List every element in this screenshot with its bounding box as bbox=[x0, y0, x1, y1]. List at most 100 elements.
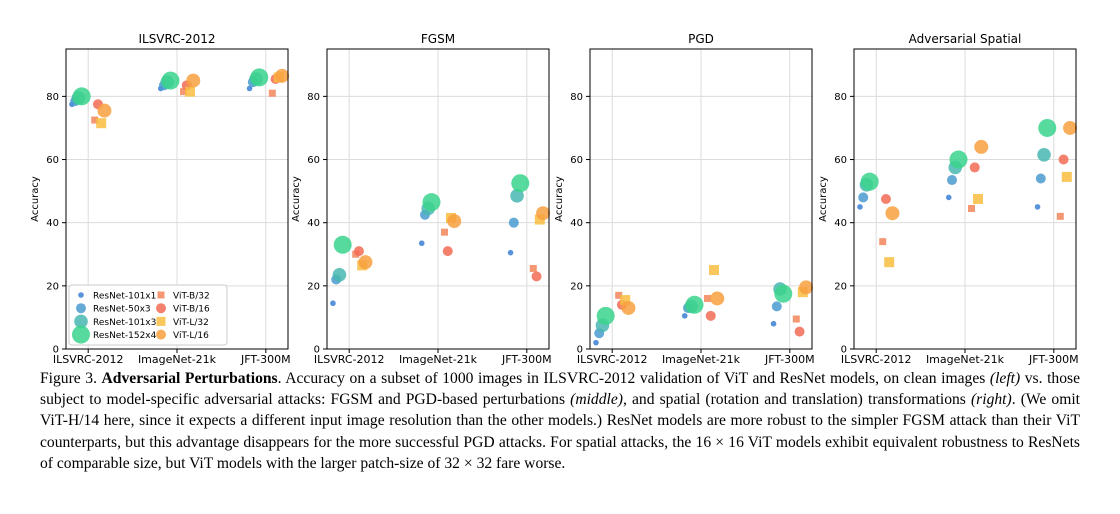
point-resnet-152x4 bbox=[72, 87, 91, 106]
legend-marker bbox=[157, 291, 165, 299]
point-vit-b-32 bbox=[91, 116, 99, 124]
point-resnet-152x4 bbox=[685, 295, 704, 314]
y-tick-label: 60 bbox=[570, 155, 583, 166]
figure-caption: Figure 3. Adversarial Perturbations. Acc… bbox=[40, 368, 1080, 474]
point-vit-l-16 bbox=[186, 73, 201, 88]
panel-2: 0 20 40 60 80 ILSVRC-2012 ImageNet-21k JFT-300M… bbox=[291, 32, 552, 366]
point-vit-l-16 bbox=[447, 214, 462, 229]
x-tick-label: ImageNet-21k bbox=[399, 353, 478, 366]
y-tick-label: 20 bbox=[46, 281, 59, 292]
point-resnet-152x4 bbox=[511, 174, 530, 193]
x-tick-label: JFT-300M bbox=[764, 353, 815, 366]
caption-title: Adversarial Perturbations bbox=[101, 370, 278, 387]
legend: ResNet-101x1 ResNet-50x3 ResNet-101x3 ResNe… bbox=[68, 284, 228, 346]
point-resnet-50x3 bbox=[858, 192, 869, 203]
point-resnet-101x1 bbox=[1034, 204, 1041, 210]
point-vit-l-32 bbox=[534, 214, 545, 225]
point-vit-b-16 bbox=[353, 246, 364, 257]
point-vit-b-16 bbox=[880, 194, 891, 204]
legend-marker bbox=[76, 303, 86, 314]
legend-label: ViT-B/16 bbox=[173, 305, 210, 315]
point-resnet-152x4 bbox=[1038, 118, 1057, 137]
point-vit-b-32 bbox=[704, 294, 711, 302]
point-resnet-152x4 bbox=[774, 284, 793, 303]
point-vit-b-32 bbox=[968, 204, 975, 212]
point-resnet-101x1 bbox=[945, 194, 952, 201]
point-resnet-152x4 bbox=[333, 235, 352, 254]
y-tick-label: 40 bbox=[834, 218, 847, 229]
panel-title: ILSVRC-2012 bbox=[138, 32, 215, 46]
point-resnet-152x4 bbox=[949, 150, 968, 169]
point-vit-b-32 bbox=[268, 89, 276, 97]
legend-label: ViT-B/32 bbox=[173, 292, 210, 302]
legend-marker bbox=[156, 303, 166, 314]
y-axis-label: Accuracy bbox=[818, 176, 829, 222]
point-vit-l-32 bbox=[973, 194, 983, 204]
point-vit-l-16 bbox=[1063, 120, 1078, 135]
y-tick-label: 0 bbox=[841, 345, 847, 356]
point-resnet-50x3 bbox=[1035, 173, 1046, 184]
point-resnet-101x1 bbox=[507, 249, 514, 256]
point-vit-l-32 bbox=[96, 118, 107, 129]
caption-middle: (middle) bbox=[570, 391, 623, 409]
caption-text-2: vs. those subject to model-specific adve… bbox=[40, 370, 1080, 409]
point-vit-b-32 bbox=[792, 315, 800, 323]
legend-label: ViT-L/16 bbox=[173, 331, 209, 341]
y-tick-label: 60 bbox=[46, 155, 59, 166]
point-vit-l-16 bbox=[97, 103, 112, 118]
legend-marker bbox=[74, 314, 88, 329]
point-vit-b-16 bbox=[1058, 154, 1069, 165]
legend-box bbox=[68, 284, 228, 346]
point-resnet-101x1 bbox=[246, 85, 253, 92]
x-tick-label: ILSVRC-2012 bbox=[314, 353, 385, 366]
caption-text-1: . Accuracy on a subset of 1000 images in… bbox=[277, 370, 990, 387]
point-vit-b-32 bbox=[441, 228, 448, 236]
point-vit-b-16 bbox=[969, 162, 980, 173]
y-axis-label: Accuracy bbox=[291, 176, 302, 222]
panel-title: FGSM bbox=[421, 32, 455, 46]
point-resnet-101x1 bbox=[770, 320, 777, 327]
x-tick-label: ImageNet-21k bbox=[138, 353, 217, 366]
point-vit-b-32 bbox=[180, 88, 187, 96]
point-resnet-101x3 bbox=[510, 189, 524, 203]
point-resnet-101x1 bbox=[593, 339, 599, 346]
panel-3: 0 20 40 60 80 ILSVRC-2012 ImageNet-21k JFT-300M… bbox=[554, 32, 815, 366]
point-resnet-152x4 bbox=[422, 193, 441, 212]
caption-left: (left) bbox=[989, 370, 1021, 387]
point-vit-b-32 bbox=[529, 264, 537, 272]
point-resnet-101x1 bbox=[330, 300, 336, 307]
y-tick-label: 80 bbox=[570, 92, 583, 103]
y-tick-label: 0 bbox=[577, 345, 583, 356]
x-tick-label: JFT-300M bbox=[1028, 353, 1079, 366]
point-resnet-101x1 bbox=[418, 240, 425, 247]
y-tick-label: 0 bbox=[53, 345, 59, 356]
y-tick-label: 80 bbox=[307, 92, 320, 103]
point-vit-l-16 bbox=[885, 206, 900, 221]
point-vit-l-32 bbox=[1061, 171, 1072, 182]
y-tick-label: 20 bbox=[834, 281, 847, 292]
point-resnet-50x3 bbox=[947, 175, 957, 186]
point-resnet-50x3 bbox=[771, 301, 782, 312]
point-vit-l-32 bbox=[185, 86, 195, 97]
panel-title: PGD bbox=[688, 32, 714, 46]
legend-marker bbox=[156, 316, 166, 326]
point-vit-b-32 bbox=[879, 238, 887, 246]
point-vit-l-32 bbox=[709, 265, 719, 276]
x-tick-label: JFT-300M bbox=[501, 353, 552, 366]
x-tick-label: ImageNet-21k bbox=[662, 353, 741, 366]
point-vit-l-16 bbox=[536, 206, 551, 221]
caption-right: (right) bbox=[970, 391, 1012, 409]
point-resnet-152x4 bbox=[250, 68, 269, 87]
figure-panels: 0 20 40 60 80 ILSVRC-2012 ImageNet-21k JFT-300M… bbox=[30, 32, 1079, 366]
point-vit-b-32 bbox=[615, 291, 623, 299]
y-tick-label: 0 bbox=[314, 345, 320, 356]
x-tick-label: ILSVRC-2012 bbox=[841, 353, 912, 366]
point-resnet-101x3 bbox=[332, 267, 347, 282]
x-tick-label: JFT-300M bbox=[240, 353, 291, 366]
y-tick-label: 20 bbox=[307, 281, 320, 292]
point-vit-l-32 bbox=[884, 257, 895, 268]
y-tick-label: 60 bbox=[307, 155, 320, 166]
caption-text-3: , and spatial (rotation and translation)… bbox=[622, 391, 971, 409]
point-vit-b-16 bbox=[442, 246, 453, 257]
y-tick-label: 20 bbox=[570, 281, 583, 292]
